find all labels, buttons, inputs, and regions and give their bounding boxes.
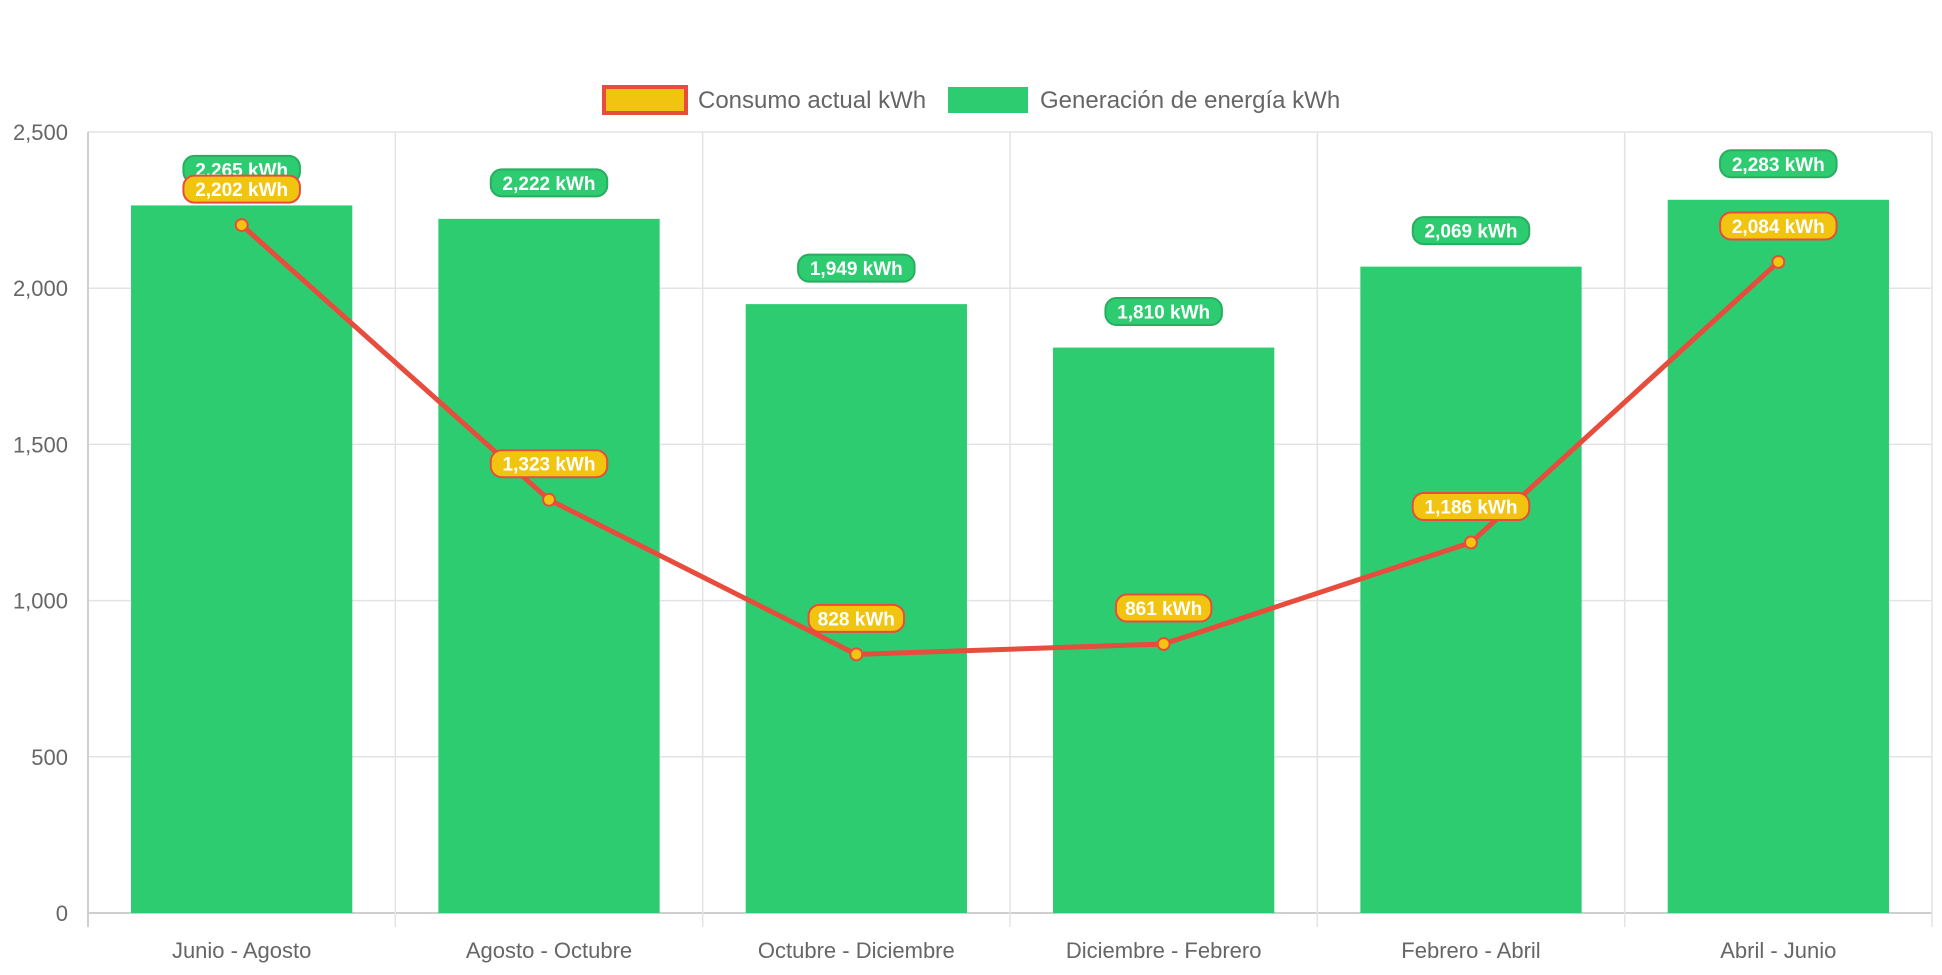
data-label-generacion-bg — [797, 253, 916, 283]
bar-layer — [131, 199, 1889, 914]
data-label-generacion-bg — [1411, 216, 1531, 246]
data-label-consumo: 2,084 kWh — [1732, 217, 1825, 238]
x-tick-label: Octubre - Diciembre — [758, 938, 955, 963]
legend-label-generacion[interactable]: Generación de energía kWh — [1040, 87, 1340, 114]
data-label-consumo-bg — [807, 603, 906, 633]
y-tick-label: 2,500 — [13, 120, 68, 145]
legend[interactable]: Consumo actual kWh Generación de energía … — [602, 85, 1340, 115]
data-label-consumo-bg — [489, 449, 609, 479]
bar-generacion — [1053, 347, 1275, 913]
point-consumo — [234, 218, 249, 233]
data-label-generacion-bg — [1719, 149, 1838, 179]
grid-layer — [87, 131, 1933, 927]
bar-generacion — [438, 218, 660, 914]
data-label-generacion: 2,069 kWh — [1425, 222, 1518, 243]
point-consumo — [1156, 637, 1171, 652]
y-tick-label: 500 — [31, 745, 68, 770]
data-label-generacion: 2,283 kWh — [1732, 155, 1825, 176]
x-tick-label: Junio - Agosto — [172, 938, 311, 963]
x-tick-label: Febrero - Abril — [1401, 938, 1540, 963]
x-tick-label: Agosto - Octubre — [466, 938, 632, 963]
data-label-consumo: 2,202 kWh — [195, 180, 288, 201]
axis-layer: 0 500 1,000 1,500 2,000 2,500 Junio - Agosto Ag… — [13, 120, 1836, 963]
y-tick-label: 2,000 — [13, 276, 68, 301]
data-label-consumo: 1,323 kWh — [503, 455, 596, 476]
legend-label-consumo[interactable]: Consumo actual kWh — [698, 87, 926, 114]
bar-generacion — [1360, 266, 1582, 913]
data-label-consumo: 828 kWh — [818, 609, 895, 630]
x-tick-label: Diciembre - Febrero — [1066, 938, 1262, 963]
legend-swatch-consumo[interactable] — [602, 85, 688, 115]
data-label-consumo: 1,186 kWh — [1425, 497, 1518, 518]
data-label-consumo-bg — [182, 174, 301, 204]
data-label-generacion-bg — [1104, 297, 1223, 327]
bar-generacion — [1667, 199, 1889, 914]
legend-swatch-generacion[interactable] — [948, 87, 1028, 113]
data-label-generacion: 1,949 kWh — [810, 259, 903, 280]
x-tick-label: Abril - Junio — [1720, 938, 1836, 963]
point-consumo — [1464, 535, 1478, 550]
data-label-consumo-bg — [1411, 491, 1531, 521]
data-label-generacion-bg — [489, 168, 609, 198]
point-consumo — [542, 492, 556, 507]
point-consumo — [1771, 254, 1786, 269]
point-consumo — [849, 647, 864, 662]
bar-generacion — [131, 205, 353, 913]
y-tick-label: 0 — [56, 901, 68, 926]
data-label-consumo: 861 kWh — [1125, 599, 1202, 620]
data-label-consumo-bg — [1114, 593, 1213, 623]
y-tick-label: 1,500 — [13, 432, 68, 457]
y-tick-label: 1,000 — [13, 589, 68, 614]
data-label-consumo-bg — [1719, 211, 1838, 241]
data-label-generacion: 1,810 kWh — [1117, 303, 1210, 324]
data-label-generacion: 2,222 kWh — [503, 174, 596, 195]
